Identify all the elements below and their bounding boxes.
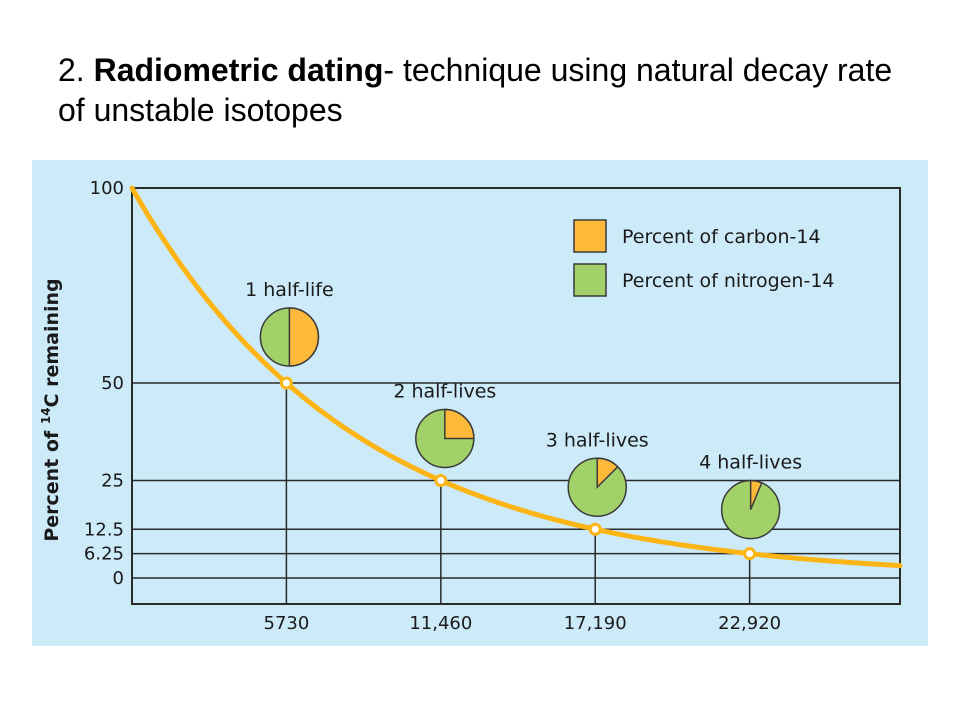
x-tick-label-2: 17,190 <box>564 613 627 634</box>
y-axis-title-before: Percent of <box>41 424 63 542</box>
half-life-point-4 <box>743 547 757 561</box>
title-number: 2. <box>58 52 94 88</box>
y-axis-title-after: C remaining <box>41 278 63 407</box>
x-tick-label-3: 22,920 <box>718 613 781 634</box>
annotation-label-2: 2 half-lives <box>393 381 496 403</box>
x-tick-label-1: 11,460 <box>409 613 472 634</box>
slide-title: 2. Radiometric dating- technique using n… <box>58 50 918 130</box>
pie-carbon-1 <box>288 307 320 367</box>
annotation-label-1: 1 half-life <box>245 279 334 301</box>
grid-layer <box>132 382 900 604</box>
half-life-point-2 <box>434 474 448 487</box>
annotation-label-4: 4 half-lives <box>699 452 802 474</box>
y-axis-title: Percent of 14C remaining <box>39 278 63 541</box>
legend-label-2: Percent of nitrogen-14 <box>622 270 835 292</box>
legend-swatch-2 <box>573 263 607 297</box>
axis-layer: 100 50 25 12.5 6.25 0 5730 11,460 17,190 22,920 <box>84 178 901 634</box>
plot-frame <box>131 187 901 605</box>
half-life-point-1 <box>279 376 293 390</box>
title-rest: - technique using natural decay rate of … <box>58 52 893 128</box>
curve-layer <box>129 185 903 569</box>
y-tick-label-4: 6.25 <box>84 544 124 565</box>
y-tick-label-5: 0 <box>113 568 124 589</box>
y-tick-label-2: 25 <box>101 471 124 492</box>
pie-carbon-2 <box>444 408 475 440</box>
pie-carbon-3 <box>596 457 619 490</box>
half-life-point-3 <box>588 522 602 536</box>
decay-curve <box>129 185 903 569</box>
y-tick-label-1: 50 <box>101 373 124 394</box>
chart-panel: 100 50 25 12.5 6.25 0 5730 11,460 17,190 22,920 1… <box>32 160 928 646</box>
x-tick-label-0: 5730 <box>264 613 310 634</box>
decay-chart: 100 50 25 12.5 6.25 0 5730 11,460 17,190 22,920 1… <box>39 178 903 634</box>
y-axis-title-sup: 14 <box>39 407 53 424</box>
y-tick-label-0: 100 <box>90 178 124 199</box>
legend-layer: Percent of carbon-14 Percent of nitrogen-… <box>573 219 835 297</box>
legend-label-1: Percent of carbon-14 <box>622 226 821 248</box>
annotation-label-3: 3 half-lives <box>546 429 649 451</box>
pie-layer <box>259 307 781 540</box>
legend-swatch-1 <box>573 219 607 253</box>
y-tick-label-3: 12.5 <box>84 519 124 540</box>
title-term: Radiometric dating <box>93 52 384 88</box>
label-layer: 1 half-life 2 half-lives 3 half-lives 4 hal… <box>245 279 802 474</box>
pie-carbon-4 <box>749 479 763 510</box>
